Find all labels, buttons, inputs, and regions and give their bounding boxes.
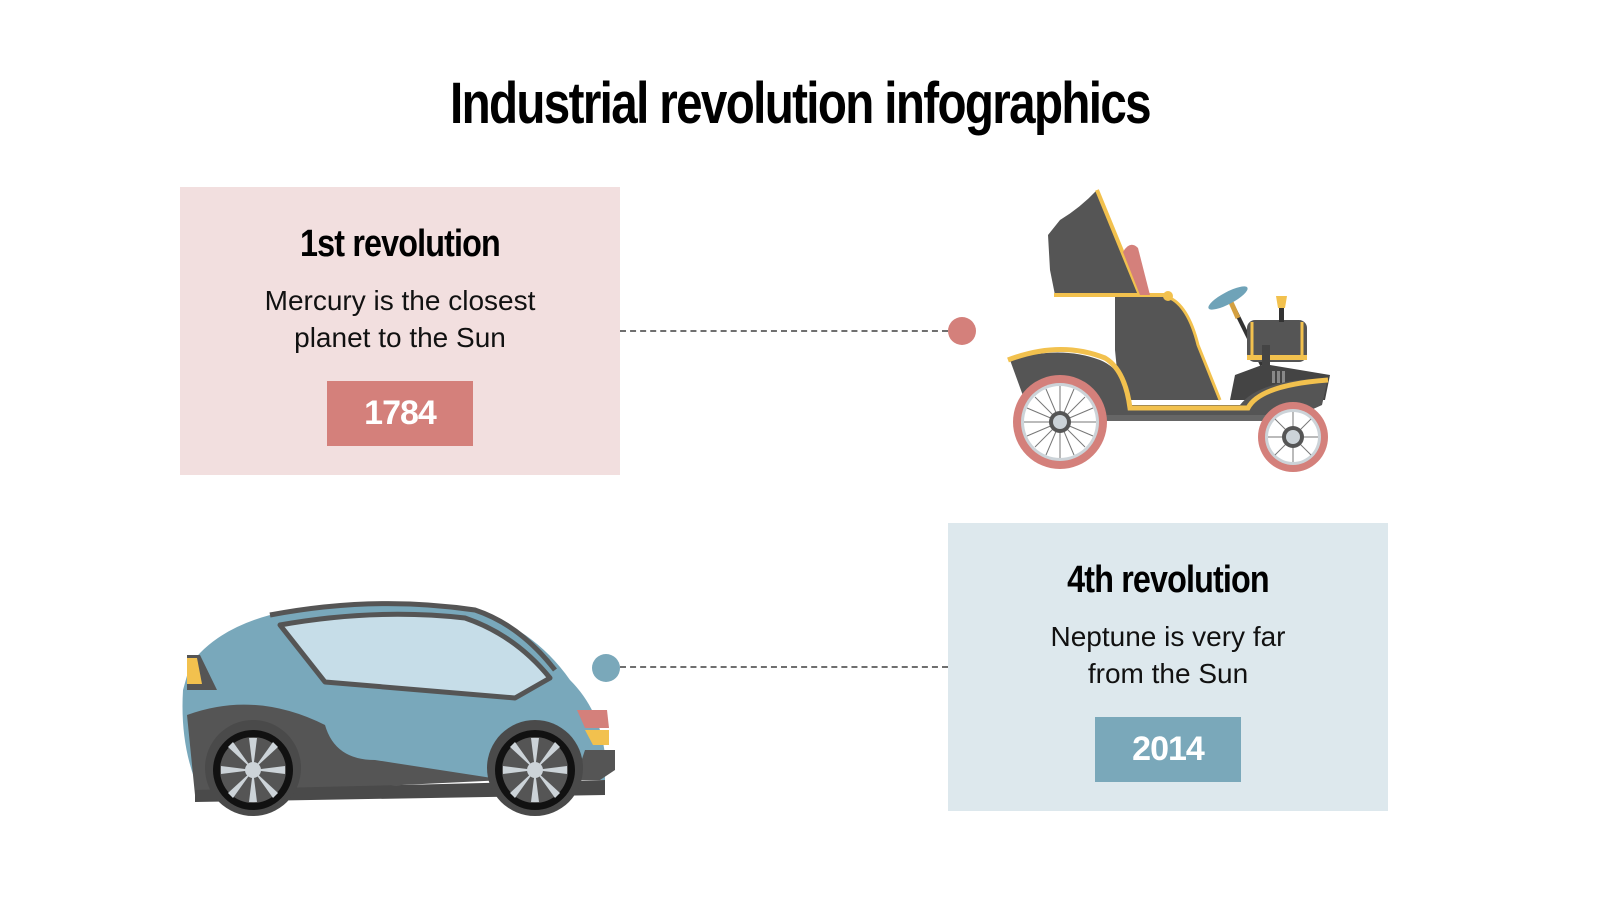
connector-line-4th [620, 666, 948, 668]
card-heading: 4th revolution [1067, 559, 1269, 601]
connector-dot-4th [592, 654, 620, 682]
vintage-car-icon [1007, 189, 1330, 472]
card-description-line: from the Sun [1087, 658, 1249, 689]
connector-dot-1st [948, 317, 976, 345]
card-description-line: Neptune is very far [1050, 621, 1286, 652]
page-title: Industrial revolution infographics [450, 71, 1152, 136]
card-description-line: planet to the Sun [294, 322, 506, 353]
connector-line-1st [620, 330, 948, 332]
card-heading: 1st revolution [300, 223, 501, 265]
revolution-card-4th: 4th revolution Neptune is very far from … [948, 523, 1388, 811]
card-description: Mercury is the closest planet to the Sun [180, 282, 620, 356]
year-badge: 1784 [327, 381, 473, 446]
card-description-line: Mercury is the closest [264, 285, 536, 316]
card-description: Neptune is very far from the Sun [948, 618, 1388, 692]
electric-car-icon [182, 601, 615, 816]
revolution-card-1st: 1st revolution Mercury is the closest pl… [180, 187, 620, 475]
year-badge: 2014 [1095, 717, 1241, 782]
